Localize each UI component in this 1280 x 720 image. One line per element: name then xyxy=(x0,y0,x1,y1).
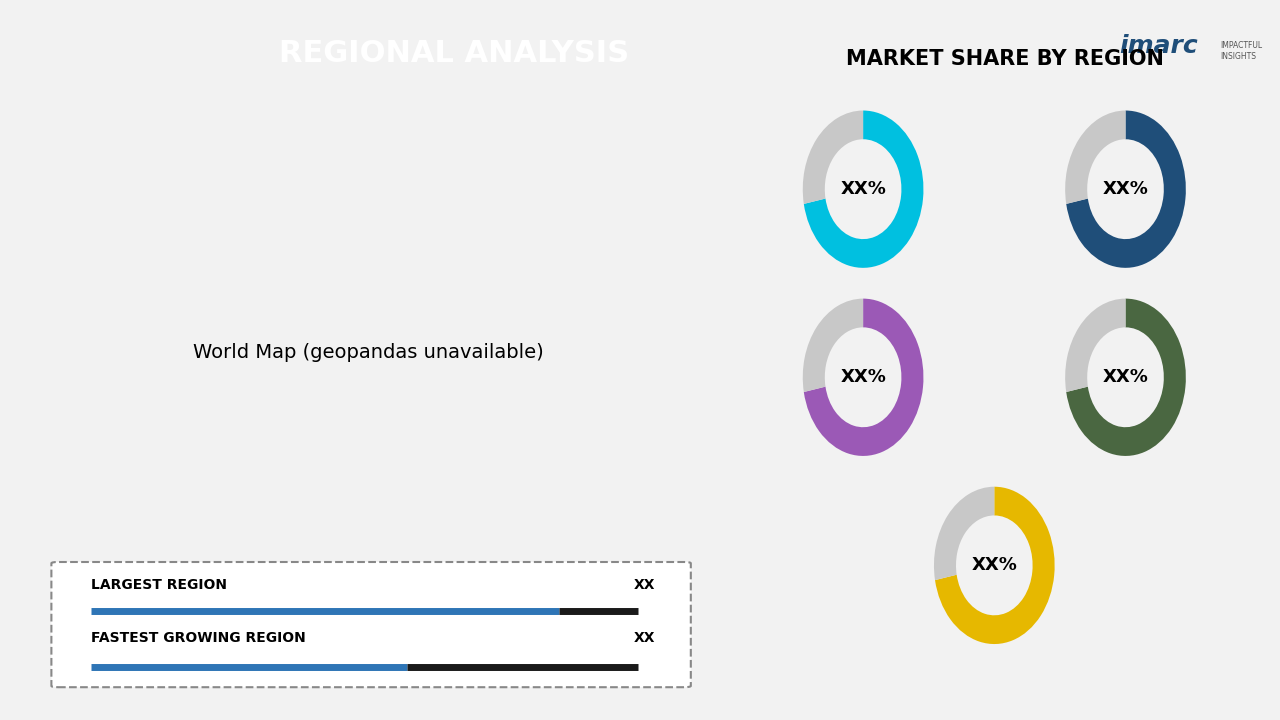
Text: XX%: XX% xyxy=(840,369,886,386)
Text: IMPACTFUL
INSIGHTS: IMPACTFUL INSIGHTS xyxy=(1221,41,1263,60)
FancyBboxPatch shape xyxy=(51,562,691,687)
Text: XX: XX xyxy=(634,577,655,592)
Wedge shape xyxy=(934,487,995,580)
Wedge shape xyxy=(1066,299,1185,456)
Text: LARGEST REGION: LARGEST REGION xyxy=(91,577,227,592)
Text: imarc: imarc xyxy=(1120,35,1198,58)
Wedge shape xyxy=(934,487,1055,644)
Text: World Map (geopandas unavailable): World Map (geopandas unavailable) xyxy=(192,343,544,362)
Text: XX%: XX% xyxy=(1102,180,1148,198)
Wedge shape xyxy=(1065,110,1125,204)
Text: XX: XX xyxy=(634,631,655,645)
Wedge shape xyxy=(804,110,923,268)
Wedge shape xyxy=(803,299,863,392)
Wedge shape xyxy=(803,110,863,204)
Wedge shape xyxy=(1065,299,1125,392)
Text: MARKET SHARE BY REGION: MARKET SHARE BY REGION xyxy=(846,49,1164,69)
Wedge shape xyxy=(1066,110,1185,268)
Text: REGIONAL ANALYSIS: REGIONAL ANALYSIS xyxy=(279,40,630,68)
Wedge shape xyxy=(804,299,923,456)
Text: XX%: XX% xyxy=(972,557,1018,575)
Text: XX%: XX% xyxy=(840,180,886,198)
Text: XX%: XX% xyxy=(1102,369,1148,386)
Text: FASTEST GROWING REGION: FASTEST GROWING REGION xyxy=(91,631,306,645)
